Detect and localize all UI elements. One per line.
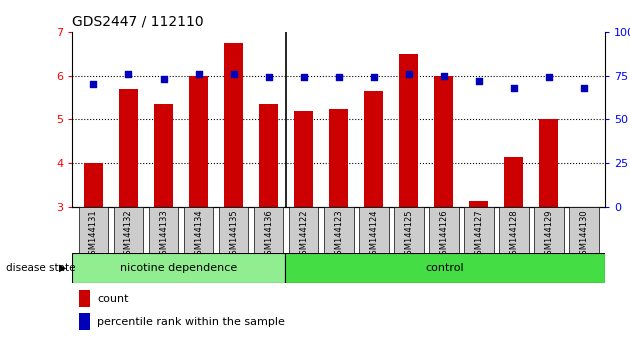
FancyBboxPatch shape	[358, 207, 389, 253]
Text: GSM144122: GSM144122	[299, 210, 308, 260]
Point	[544, 75, 554, 80]
FancyBboxPatch shape	[289, 207, 319, 253]
Point	[438, 73, 449, 79]
FancyBboxPatch shape	[324, 207, 353, 253]
Text: GSM144132: GSM144132	[124, 210, 133, 260]
FancyBboxPatch shape	[429, 207, 459, 253]
Bar	[79, 313, 90, 331]
Text: GSM144124: GSM144124	[369, 210, 378, 260]
FancyBboxPatch shape	[464, 207, 493, 253]
FancyBboxPatch shape	[254, 207, 284, 253]
Bar	[224, 43, 243, 207]
Text: GSM144135: GSM144135	[229, 210, 238, 260]
Text: GSM144134: GSM144134	[194, 210, 203, 260]
FancyBboxPatch shape	[534, 207, 564, 253]
Text: GSM144130: GSM144130	[580, 210, 588, 260]
Text: disease state: disease state	[6, 263, 76, 273]
Point	[193, 71, 203, 77]
Text: GSM144125: GSM144125	[404, 210, 413, 260]
Bar	[399, 54, 418, 207]
Text: count: count	[97, 294, 129, 304]
Text: ▶: ▶	[59, 263, 66, 273]
FancyBboxPatch shape	[79, 207, 108, 253]
Text: GSM144129: GSM144129	[544, 210, 553, 260]
Text: GSM144133: GSM144133	[159, 210, 168, 260]
Bar	[189, 76, 208, 207]
Text: percentile rank within the sample: percentile rank within the sample	[97, 317, 285, 327]
Text: GSM144123: GSM144123	[334, 210, 343, 260]
Point	[263, 75, 273, 80]
Text: control: control	[426, 263, 464, 273]
Point	[508, 85, 518, 91]
FancyBboxPatch shape	[285, 253, 605, 283]
Bar	[294, 111, 313, 207]
Bar	[154, 104, 173, 207]
Point	[333, 75, 343, 80]
Text: nicotine dependence: nicotine dependence	[120, 263, 238, 273]
Bar	[364, 91, 383, 207]
Point	[88, 81, 98, 87]
Bar	[79, 290, 90, 307]
Text: GSM144127: GSM144127	[474, 210, 483, 260]
Bar	[539, 120, 558, 207]
FancyBboxPatch shape	[569, 207, 598, 253]
Bar	[434, 76, 454, 207]
Text: GSM144136: GSM144136	[264, 210, 273, 260]
FancyBboxPatch shape	[113, 207, 144, 253]
Point	[123, 71, 134, 77]
Bar	[504, 157, 524, 207]
Point	[474, 78, 484, 84]
Bar	[119, 89, 138, 207]
FancyBboxPatch shape	[499, 207, 529, 253]
Text: GDS2447 / 112110: GDS2447 / 112110	[72, 14, 204, 28]
FancyBboxPatch shape	[219, 207, 248, 253]
FancyBboxPatch shape	[394, 207, 423, 253]
FancyBboxPatch shape	[72, 253, 285, 283]
Bar	[84, 163, 103, 207]
Point	[369, 75, 379, 80]
FancyBboxPatch shape	[184, 207, 214, 253]
Text: GSM144131: GSM144131	[89, 210, 98, 260]
Point	[299, 75, 309, 80]
Text: GSM144128: GSM144128	[509, 210, 518, 260]
Point	[229, 71, 239, 77]
Bar	[259, 104, 278, 207]
Point	[159, 76, 169, 82]
Point	[404, 71, 414, 77]
Bar	[329, 109, 348, 207]
FancyBboxPatch shape	[149, 207, 178, 253]
Bar	[469, 200, 488, 207]
Text: GSM144126: GSM144126	[439, 210, 448, 260]
Point	[579, 85, 589, 91]
